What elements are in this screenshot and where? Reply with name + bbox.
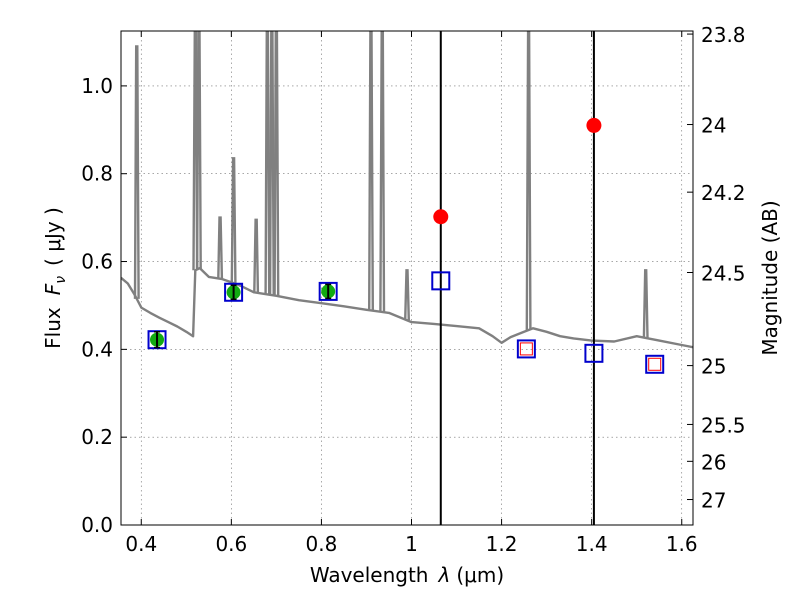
model-flux-square bbox=[584, 343, 604, 363]
x-tick-label: 0.6 bbox=[215, 532, 247, 556]
model-flux-square bbox=[224, 282, 244, 302]
spectrum-line bbox=[121, 266, 693, 349]
x-tick-label: 0.4 bbox=[125, 532, 157, 556]
y-tick-label: 0.6 bbox=[81, 250, 113, 274]
model-flux-square bbox=[645, 354, 665, 374]
model-flux-square bbox=[318, 281, 338, 301]
emission-line bbox=[217, 216, 224, 279]
x-tick-label: 1.6 bbox=[666, 532, 698, 556]
plot-frame bbox=[120, 30, 694, 526]
model-flux-square bbox=[516, 339, 536, 359]
emission-line bbox=[273, 31, 280, 296]
axis-ticks: 0.4 0.6 0.8 1 1.2 1.4 1.6 0.0 0.2 0.4 0.6 0.8 1.0 23.… bbox=[81, 23, 745, 556]
upper-limit-square bbox=[648, 357, 662, 371]
emission-line bbox=[268, 31, 275, 296]
x-tick-label: 1.4 bbox=[576, 532, 608, 556]
y-tick-label: 0.0 bbox=[81, 513, 113, 537]
x-tick-label: 1 bbox=[405, 532, 418, 556]
emission-line bbox=[642, 269, 649, 338]
y2-tick-label: 24.2 bbox=[701, 181, 746, 205]
upper-limit-square bbox=[519, 342, 533, 356]
y2-tick-label: 26 bbox=[701, 450, 726, 474]
y-tick-label: 0.2 bbox=[81, 425, 113, 449]
observed-nir-point bbox=[433, 209, 449, 225]
y2-tick-label: 23.8 bbox=[701, 23, 746, 47]
y-tick-label: 0.8 bbox=[81, 162, 113, 186]
emission-line bbox=[368, 31, 374, 311]
x-axis-label: Wavelength λ (μm) bbox=[310, 563, 504, 587]
y2-tick-label: 24 bbox=[701, 114, 726, 138]
y-axis-label: FluxFν( μJy ) bbox=[41, 207, 69, 349]
y2-tick-label: 25.5 bbox=[701, 413, 746, 437]
emission-line bbox=[253, 218, 260, 293]
y2-tick-label: 25 bbox=[701, 355, 726, 379]
y2-axis-label: Magnitude (AB) bbox=[758, 200, 782, 355]
y-tick-label: 0.4 bbox=[81, 337, 113, 361]
y2-tick-label: 24.5 bbox=[701, 262, 746, 286]
y2-tick-label: 27 bbox=[701, 489, 726, 513]
emission-line bbox=[133, 45, 140, 299]
model-flux-square bbox=[431, 271, 451, 291]
emission-line bbox=[195, 31, 202, 269]
emission-line bbox=[404, 269, 410, 321]
emission-line bbox=[525, 31, 532, 331]
emission-line bbox=[230, 157, 237, 284]
emission-line bbox=[192, 31, 199, 271]
plot-area bbox=[121, 31, 693, 525]
y-tick-label: 1.0 bbox=[81, 74, 113, 98]
observed-nir-point bbox=[586, 117, 602, 133]
emission-line bbox=[264, 31, 271, 295]
x-tick-label: 0.8 bbox=[306, 532, 338, 556]
emission-line bbox=[379, 31, 386, 313]
x-tick-label: 1.2 bbox=[486, 532, 518, 556]
